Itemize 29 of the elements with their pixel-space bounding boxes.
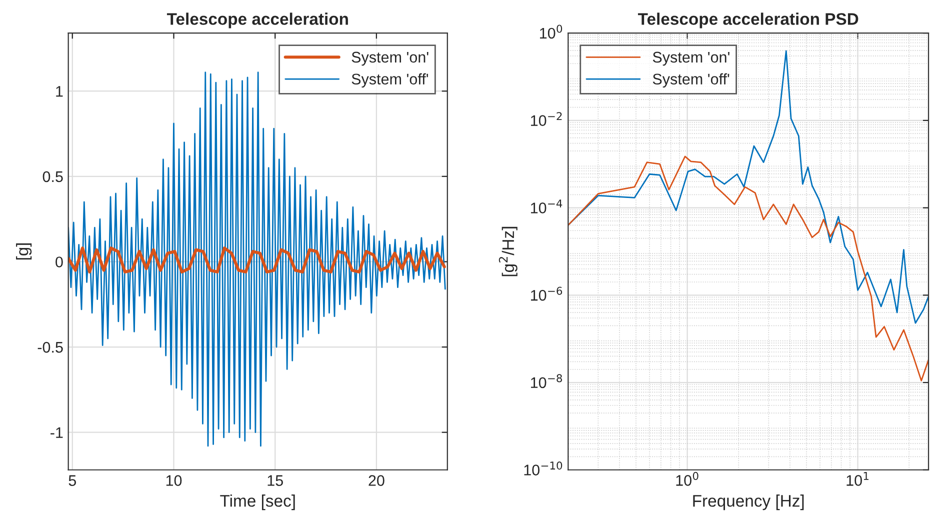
y-tick-label: 10$^{−10}$ — [524, 462, 562, 476]
legend-label: System 'on' — [652, 52, 730, 66]
y-tick-label: 10$^{−6}$ — [530, 286, 562, 301]
x-tick-label: 10 — [166, 475, 182, 486]
x-tick-label: 20 — [368, 475, 384, 486]
legend-label: System 'off' — [352, 73, 428, 88]
y-axis-title: [g$^{2}$/Hz] — [498, 226, 518, 276]
y-axis-title: [g] — [16, 243, 32, 260]
y-tick-label: 0.5 — [42, 171, 63, 182]
y-tick-label: 10$^{−2}$ — [530, 112, 562, 126]
x-tick-label: 5 — [68, 475, 76, 486]
x-tick-label: 10$^{0}$ — [676, 472, 698, 486]
x-axis-title: Frequency [Hz] — [693, 494, 804, 510]
legend-label: System 'off' — [652, 73, 730, 88]
chart-title: Telescope acceleration — [166, 12, 348, 28]
y-tick-label: -0.5 — [38, 342, 63, 353]
x-tick-label: 15 — [268, 475, 283, 486]
chart-title: Telescope acceleration PSD — [638, 12, 858, 28]
y-tick-label: 10$^{0}$ — [540, 24, 562, 39]
y-tick-label: -1 — [50, 427, 63, 438]
line-series — [68, 72, 446, 447]
y-tick-label: 10$^{−4}$ — [530, 200, 562, 214]
x-axis-title: Time [sec] — [220, 494, 295, 510]
line-series — [68, 246, 446, 274]
y-tick-label: 0 — [56, 256, 63, 268]
legend-label: System 'on' — [352, 52, 428, 66]
x-tick-label: 10$^{1}$ — [846, 472, 869, 486]
y-tick-label: 10$^{−8}$ — [530, 374, 562, 388]
y-tick-label: 1 — [56, 86, 63, 97]
